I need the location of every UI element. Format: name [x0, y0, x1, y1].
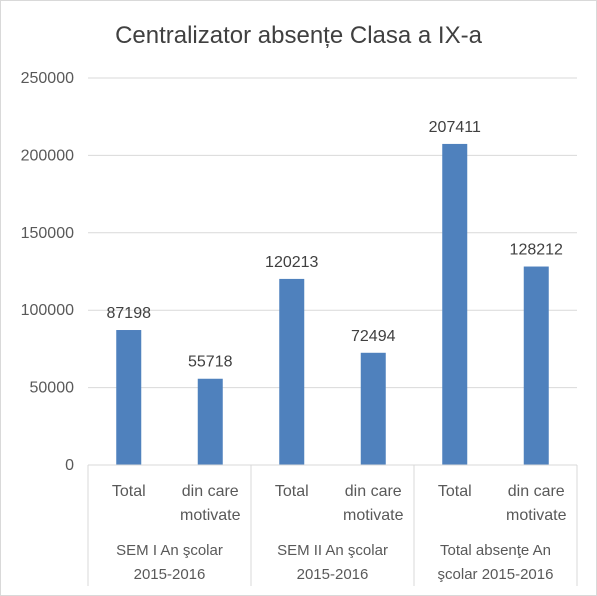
y-tick-label: 100000 [21, 302, 74, 319]
y-tick-label: 50000 [30, 380, 75, 397]
bar [279, 278, 305, 465]
group-label: Total absenţe An [440, 542, 551, 559]
bar [360, 352, 386, 465]
x-tick-label: din care [182, 483, 239, 500]
x-tick-label: din care [345, 483, 402, 500]
bar [116, 330, 142, 465]
x-tick-label: motivate [343, 507, 404, 524]
y-tick-label: 250000 [21, 70, 74, 87]
group-label: 2015-2016 [297, 566, 369, 583]
y-tick-label: 200000 [21, 147, 74, 164]
x-tick-label: motivate [506, 507, 567, 524]
y-tick-label: 0 [65, 457, 74, 474]
bar [197, 378, 223, 465]
chart-title: Centralizator absențe Clasa a IX-a [115, 22, 482, 49]
x-tick-label: motivate [180, 507, 241, 524]
y-tick-label: 150000 [21, 225, 74, 242]
group-label: 2015-2016 [134, 566, 206, 583]
x-tick-label: Total [112, 483, 146, 500]
bar [523, 266, 549, 465]
x-tick-label: Total [438, 483, 472, 500]
group-label: şcolar 2015-2016 [438, 566, 554, 583]
data-label: 207411 [429, 119, 481, 136]
x-tick-label: Total [275, 483, 309, 500]
group-label: SEM II An şcolar [277, 542, 388, 559]
data-label: 72494 [351, 328, 396, 345]
bar [442, 143, 468, 465]
x-tick-label: din care [508, 483, 565, 500]
data-label: 120213 [265, 254, 318, 271]
group-label: SEM I An şcolar [116, 542, 223, 559]
data-label: 55718 [188, 354, 233, 371]
data-label: 128212 [510, 242, 563, 259]
data-label: 87198 [107, 305, 152, 322]
